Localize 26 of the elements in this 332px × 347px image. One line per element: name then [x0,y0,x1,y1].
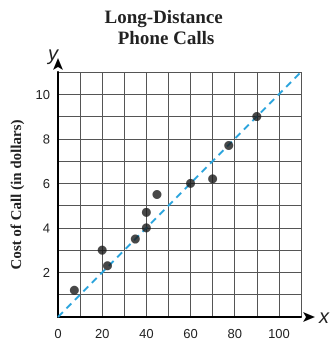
chart-title: Long-Distance Phone Calls [104,7,228,49]
x-tick-label: 100 [268,326,290,341]
point [152,190,162,199]
x-tick-label: 40 [139,326,154,341]
y-tick-label: 4 [42,220,50,236]
y-axis-title: Cost of Call (in dollars) [9,119,26,270]
point [224,141,234,150]
point [98,246,107,255]
y-tick-label: 10 [36,86,50,102]
text: y [46,43,59,65]
x-axis-title: x [318,306,330,328]
x-tick-label: 20 [94,326,110,341]
y-tick-label: 2 [42,264,50,280]
point [142,208,151,217]
x-tick-label: 80 [227,326,242,341]
point [70,286,79,295]
y-tick-label: 6 [42,176,50,191]
point [186,178,196,188]
point [142,223,151,232]
point [102,261,112,270]
point [208,174,218,184]
x-tick-label: 60 [183,326,198,341]
point [252,112,262,122]
point [130,234,140,244]
y-tick-label: 8 [42,131,50,146]
x-tick-label: 0 [54,326,62,341]
